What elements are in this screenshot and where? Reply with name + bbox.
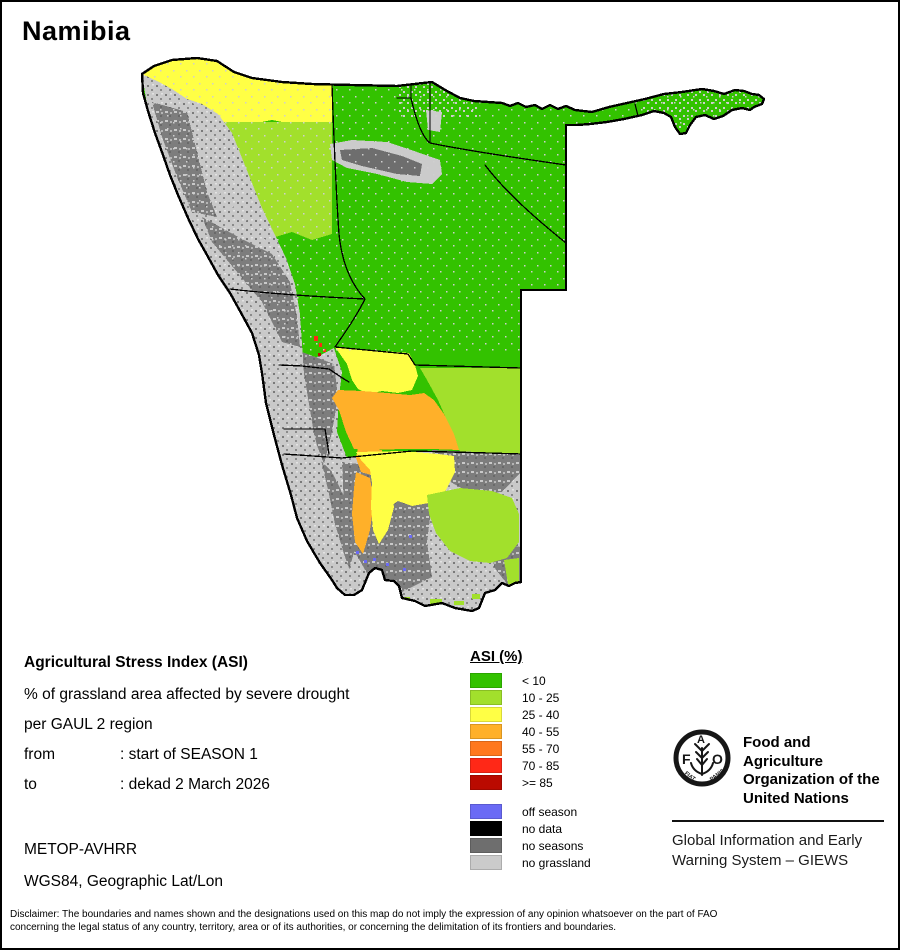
map-dark-speckle [302, 352, 338, 464]
map-offseason-specks [356, 535, 412, 571]
fao-org-line: Food and Agriculture [743, 734, 824, 770]
projection-name: WGS84, Geographic Lat/Lon [24, 873, 224, 890]
map-region-central-yellow [335, 347, 418, 394]
legend-row: off season [470, 803, 591, 820]
period-from: from : start of SEASON 1 [24, 740, 349, 770]
legend-swatch-no-data [470, 821, 502, 836]
svg-text:F: F [682, 751, 691, 767]
legend-row: 10 - 25 [470, 689, 591, 706]
from-label: from [24, 746, 55, 763]
legend-title: ASI (%) [470, 648, 523, 665]
source-block: METOP-AVHRR WGS84, Geographic Lat/Lon [24, 834, 223, 898]
map-darkred-speck [318, 353, 321, 356]
legend-swatch-off-season [470, 804, 502, 819]
map-region-se-lightgreen2 [504, 558, 519, 586]
svg-text:A: A [697, 734, 705, 746]
legend-row: >= 85 [470, 774, 591, 791]
legend-row: 25 - 40 [470, 706, 591, 723]
disclaimer: Disclaimer: The boundaries and names sho… [10, 908, 896, 934]
fao-header: F A O FIAT PANIS Food and Agriculture Or… [672, 728, 888, 808]
fao-divider [672, 820, 884, 822]
legend-label: 70 - 85 [522, 758, 560, 773]
legend-swatch-no-grassland [470, 855, 502, 870]
legend-row: no seasons [470, 837, 591, 854]
legend-swatch-40-55 [470, 724, 502, 739]
legend-label: 40 - 55 [522, 724, 560, 739]
map-description: Agricultural Stress Index (ASI) % of gra… [24, 648, 349, 800]
disclaimer-line-2: concerning the legal status of any count… [10, 922, 617, 933]
legend-row: 70 - 85 [470, 757, 591, 774]
page-title: Namibia [22, 16, 131, 46]
legend-label: no data [522, 821, 563, 836]
to-label: to [24, 776, 37, 793]
legend-swatch-25-40 [470, 707, 502, 722]
legend-label: off season [522, 804, 578, 819]
legend-label: 25 - 40 [522, 707, 560, 722]
legend-swatch-55-70 [470, 741, 502, 756]
sensor-name: METOP-AVHRR [24, 841, 138, 858]
legend-row: < 10 [470, 672, 591, 689]
fao-org-name: Food and Agriculture Organization of the… [743, 728, 888, 808]
map-speckle-overlay [397, 58, 477, 118]
map-region-central-orange [332, 390, 459, 450]
legend: ASI (%) < 10 10 - 25 25 - 40 40 - 55 55 … [470, 648, 591, 871]
legend-label: 55 - 70 [522, 741, 560, 756]
map-country-outline [140, 56, 766, 613]
map-speckle-overlay [142, 58, 568, 351]
svg-text:O: O [712, 751, 723, 767]
legend-row: no data [470, 820, 591, 837]
legend-swatch-ge85 [470, 775, 502, 790]
legend-row: 55 - 70 [470, 740, 591, 757]
legend-label: 10 - 25 [522, 690, 560, 705]
giews-line: Warning System – GIEWS [672, 851, 849, 869]
fao-block: F A O FIAT PANIS Food and Agriculture Or… [672, 728, 888, 870]
from-value: : start of SEASON 1 [120, 746, 258, 763]
giews-caption: Global Information and Early Warning Sys… [672, 831, 888, 870]
map-region-ribbon-yellow [371, 480, 394, 544]
legend-label: no grassland [522, 855, 591, 870]
legend-label: < 10 [522, 673, 546, 688]
giews-line: Global Information and Early [672, 832, 863, 849]
legend-gap [470, 791, 591, 803]
asi-subtitle-1: % of grassland area affected by severe d… [24, 686, 350, 703]
legend-row: 40 - 55 [470, 723, 591, 740]
disclaimer-line-1: Disclaimer: The boundaries and names sho… [10, 909, 718, 920]
legend-label: no seasons [522, 838, 584, 853]
asi-heading: Agricultural Stress Index (ASI) [24, 654, 248, 671]
map-region-se-lightgreen [427, 488, 519, 563]
legend-swatch-no-seasons [470, 838, 502, 853]
map-region-east-lightgreen [420, 368, 521, 454]
legend-label: >= 85 [522, 775, 553, 790]
map-region-ribbon-orange [352, 472, 374, 554]
fao-org-line: United Nations [743, 789, 849, 807]
fao-org-line: Organization of the [743, 771, 880, 788]
period-to: to : dekad 2 March 2026 [24, 770, 349, 800]
to-value: : dekad 2 March 2026 [120, 776, 270, 793]
asi-subtitle-2: per GAUL 2 region [24, 716, 153, 733]
legend-row: no grassland [470, 854, 591, 871]
legend-swatch-10-25 [470, 690, 502, 705]
fao-logo-icon: F A O FIAT PANIS [673, 729, 731, 787]
legend-swatch-lt10 [470, 673, 502, 688]
legend-swatch-70-85 [470, 758, 502, 773]
